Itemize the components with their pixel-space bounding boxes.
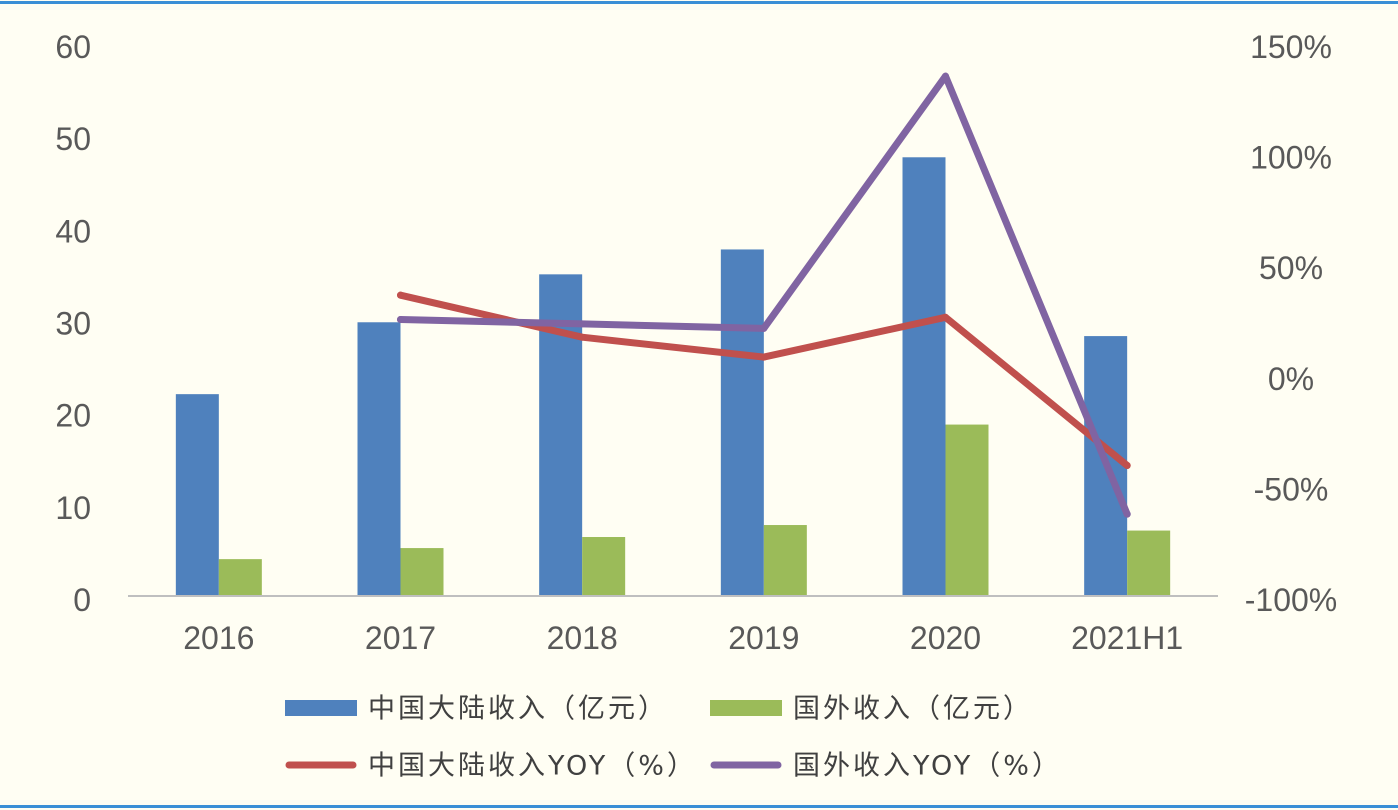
right-y-tick-label-3: 50% [1259, 250, 1323, 286]
bottom-frame-line [0, 805, 1398, 808]
bar-series0-2019 [720, 249, 764, 596]
left-y-tick-label-4: 40 [55, 213, 91, 249]
legend-swatch-1 [710, 700, 782, 716]
legend-swatch-0 [285, 700, 357, 716]
legend-item-1: 国外收入（亿元） [710, 694, 1033, 725]
left-y-tick-label-3: 30 [55, 306, 91, 342]
right-y-tick-label-2: 0% [1268, 361, 1314, 397]
lines-group [397, 72, 1131, 518]
bar-series1-2017 [400, 548, 444, 596]
left-y-tick-label-5: 50 [55, 121, 91, 157]
x-tick-label-2020: 2020 [910, 620, 981, 656]
top-frame-line [0, 1, 1398, 4]
left-y-tick-label-0: 0 [73, 582, 91, 618]
right-y-tick-label-0: -100% [1245, 582, 1338, 618]
point-series2-2019 [760, 353, 768, 361]
x-tick-label-2016: 2016 [183, 620, 254, 656]
point-series3-2020 [942, 72, 949, 80]
left-y-tick-label-6: 60 [55, 29, 91, 65]
left-y-tick-label-2: 20 [55, 398, 91, 434]
bars-group [175, 157, 1171, 596]
x-tick-label-2018: 2018 [547, 620, 618, 656]
x-tick-label-2021h1: 2021H1 [1071, 620, 1183, 656]
right-y-axis-labels: -100% -50% 0% 50% 100% 150% [1245, 29, 1338, 618]
bar-series0-2017 [357, 322, 401, 596]
bar-series1-2020 [945, 424, 989, 596]
legend: 中国大陆收入（亿元） 国外收入（亿元） 中国大陆收入YOY（%） 国外收入YOY（%） [285, 694, 1062, 782]
point-series2-2021h1 [1123, 461, 1131, 469]
x-tick-label-2017: 2017 [365, 620, 436, 656]
bar-series1-2016 [218, 559, 262, 596]
point-series3-2021h1 [1123, 510, 1131, 518]
legend-label-0: 中国大陆收入（亿元） [368, 694, 668, 725]
bar-series0-2020 [902, 157, 946, 596]
bar-series0-2016 [175, 394, 219, 596]
bar-series1-2018 [582, 537, 626, 596]
right-y-tick-label-1: -50% [1254, 471, 1329, 507]
point-series2-2017 [397, 291, 404, 299]
point-series2-2018 [578, 333, 586, 341]
bar-series1-2019 [763, 525, 807, 596]
left-y-tick-label-1: 10 [55, 490, 91, 526]
legend-label-2: 中国大陆收入YOY（%） [368, 751, 697, 782]
right-y-tick-label-4: 100% [1250, 140, 1332, 176]
legend-item-2: 中国大陆收入YOY（%） [285, 751, 697, 782]
point-series3-2018 [578, 320, 586, 328]
legend-item-3: 国外收入YOY（%） [710, 751, 1062, 782]
point-series3-2017 [397, 316, 404, 323]
bar-series1-2021h1 [1127, 530, 1171, 596]
left-y-axis-labels: 0 10 20 30 40 50 60 [55, 29, 91, 618]
point-series2-2020 [942, 313, 949, 321]
legend-item-0: 中国大陆收入（亿元） [285, 694, 668, 725]
right-y-tick-label-5: 150% [1250, 29, 1332, 65]
point-series3-2019 [760, 324, 768, 332]
legend-label-1: 国外收入（亿元） [793, 694, 1033, 725]
x-axis-labels: 2016 2017 2018 2019 2020 2021H1 [183, 620, 1183, 656]
x-tick-label-2019: 2019 [728, 620, 799, 656]
legend-label-3: 国外收入YOY（%） [793, 751, 1062, 782]
